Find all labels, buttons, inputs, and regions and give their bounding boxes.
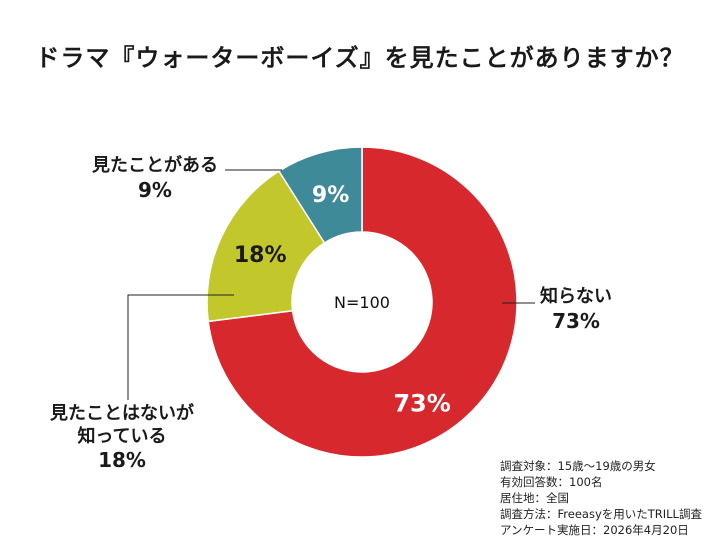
slice-label-known: 18% — [234, 243, 287, 268]
chart-title: ドラマ『ウォーターボーイズ』を見たことがありますか？ — [35, 44, 685, 72]
label-unknown-pct: 73% — [552, 308, 600, 333]
slice-unknown — [207, 146, 518, 458]
note-date: アンケート実施日：2026年4月20日 — [500, 523, 689, 537]
label-unknown: 知らない 73% — [540, 286, 612, 334]
label-seen: 見たことがある 9% — [92, 155, 218, 203]
leader-line-known — [127, 294, 234, 400]
note-subject: 調査対象：15歳〜19歳の男女 — [500, 459, 656, 473]
label-known: 見たことはないが 知っている 18% — [50, 403, 194, 473]
slice-label-seen: 9% — [312, 183, 349, 208]
label-known-pct: 18% — [98, 448, 146, 472]
note-region: 居住地：全国 — [500, 491, 569, 505]
label-known-name-2: 知っている — [77, 425, 167, 447]
survey-notes: 調査対象：15歳〜19歳の男女 有効回答数：100名 居住地：全国 調査方法：F… — [500, 458, 702, 538]
label-seen-name: 見たことがある — [92, 155, 218, 176]
note-respondents: 有効回答数：100名 — [500, 475, 603, 489]
label-unknown-name: 知らない — [540, 286, 612, 307]
label-known-name-1: 見たことはないが — [50, 403, 194, 424]
label-seen-pct: 9% — [138, 177, 172, 202]
note-method: 調査方法：Freeasyを用いたTRILL調査 — [500, 507, 702, 521]
slice-known — [206, 170, 326, 323]
slice-label-unknown: 73% — [393, 390, 450, 418]
slice-seen — [277, 146, 363, 244]
center-label: N=100 — [334, 293, 390, 312]
